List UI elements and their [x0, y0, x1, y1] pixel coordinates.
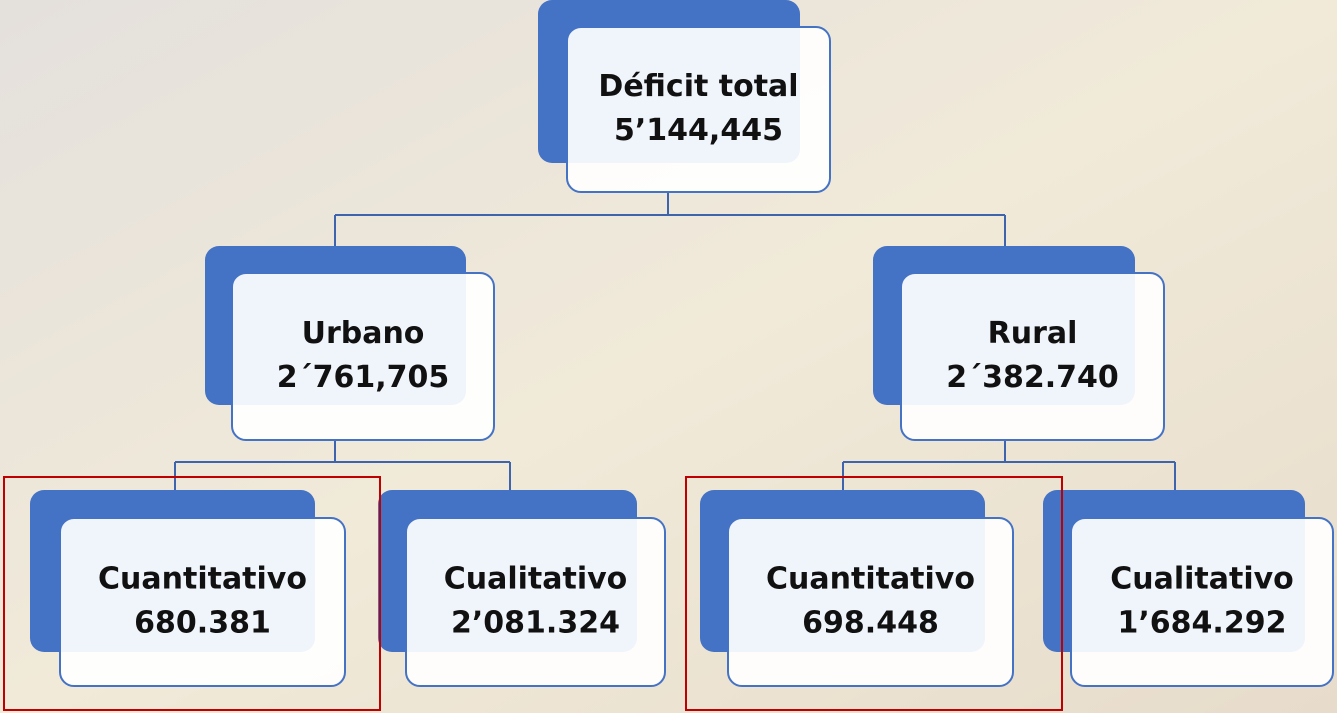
- node-box: [232, 273, 494, 440]
- node-label: Déficit total: [598, 69, 798, 104]
- node-label: Cualitativo: [444, 562, 628, 597]
- node-value: 2´382.740: [946, 360, 1119, 395]
- node-value: 680.381: [134, 606, 271, 641]
- node-box: [728, 518, 1013, 686]
- node-box: [1071, 518, 1333, 686]
- node-value: 1’684.292: [1118, 606, 1287, 641]
- node-label: Rural: [988, 316, 1078, 351]
- diagram: Déficit total 5’144,445 Urbano 2´761,705 Rur…: [0, 0, 1337, 713]
- node-value: 698.448: [802, 606, 939, 641]
- node-value: 2’081.324: [451, 606, 620, 641]
- page: Déficit total 5’144,445 Urbano 2´761,705 Rur…: [0, 0, 1337, 713]
- node-value: 5’144,445: [614, 113, 783, 148]
- node-box: [406, 518, 665, 686]
- node-label: Cuantitativo: [766, 562, 975, 597]
- node-label: Cuantitativo: [98, 562, 307, 597]
- node-label: Cualitativo: [1110, 562, 1294, 597]
- node-box: [901, 273, 1164, 440]
- node-label: Urbano: [302, 316, 425, 351]
- node-value: 2´761,705: [277, 360, 450, 395]
- node-box: [60, 518, 345, 686]
- node-box: [567, 27, 830, 192]
